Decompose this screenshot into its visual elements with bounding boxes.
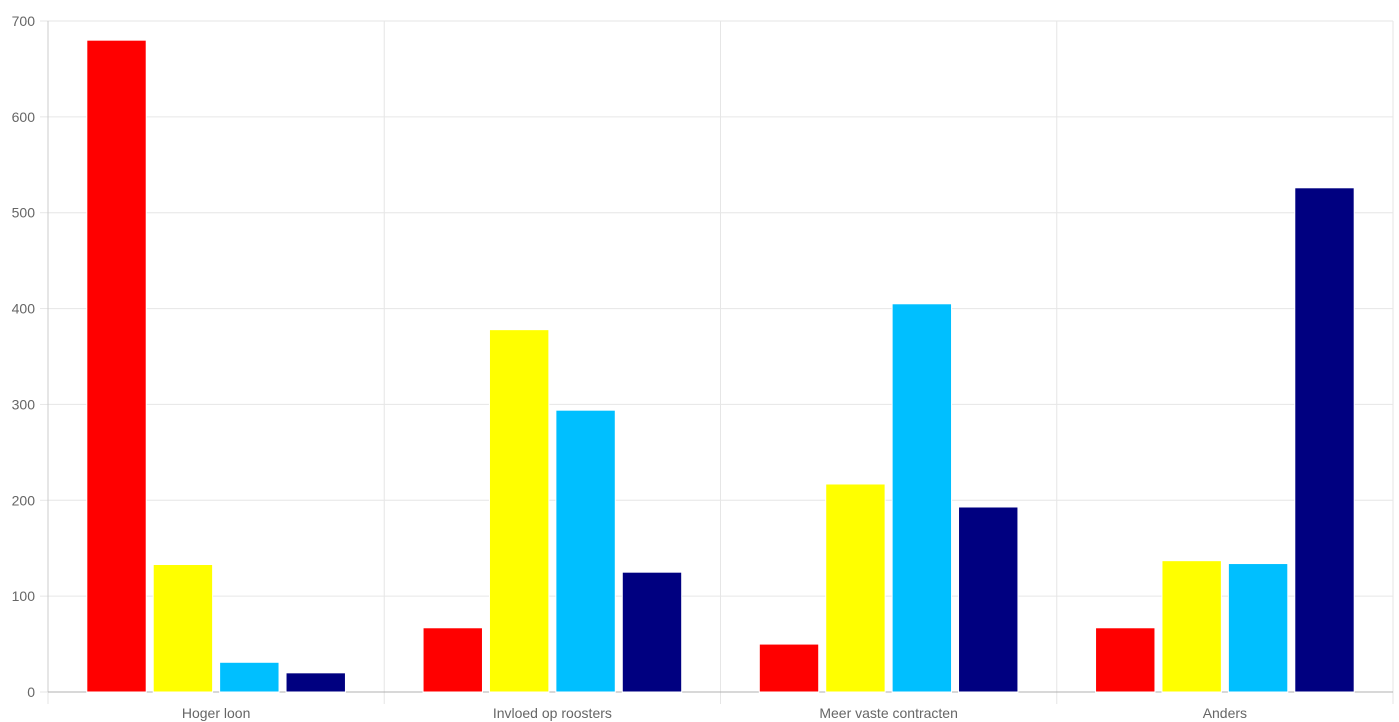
y-tick-label: 100 <box>12 588 36 604</box>
bar <box>891 303 953 693</box>
grid-lines <box>40 20 1394 704</box>
bar <box>555 409 616 693</box>
y-tick-label: 300 <box>12 396 36 412</box>
y-tick-label: 600 <box>12 109 36 125</box>
bar <box>758 643 820 693</box>
bar <box>285 672 346 693</box>
y-tick-label: 0 <box>27 684 35 700</box>
y-tick-label: 200 <box>12 492 36 508</box>
x-category-label: Hoger loon <box>182 705 251 721</box>
bar <box>1095 627 1156 693</box>
bar <box>219 661 280 693</box>
y-tick-label: 500 <box>12 205 36 221</box>
bar <box>1227 563 1289 693</box>
bar <box>958 506 1019 693</box>
bar <box>1294 187 1355 693</box>
bar <box>86 39 147 693</box>
bar <box>1161 560 1222 693</box>
bar <box>488 329 550 693</box>
x-category-label: Invloed op roosters <box>493 705 612 721</box>
bar <box>621 571 683 693</box>
x-category-label: Meer vaste contracten <box>819 705 958 721</box>
y-tick-label: 700 <box>12 13 36 29</box>
bar <box>825 483 886 693</box>
bars <box>86 39 1355 693</box>
bar <box>422 627 483 693</box>
bar <box>152 564 214 693</box>
y-tick-label: 400 <box>12 301 36 317</box>
axis-labels: 0 100 200 300 400 500 600 700 Hoger loon Invloed … <box>12 13 1247 721</box>
x-category-label: Anders <box>1203 705 1247 721</box>
